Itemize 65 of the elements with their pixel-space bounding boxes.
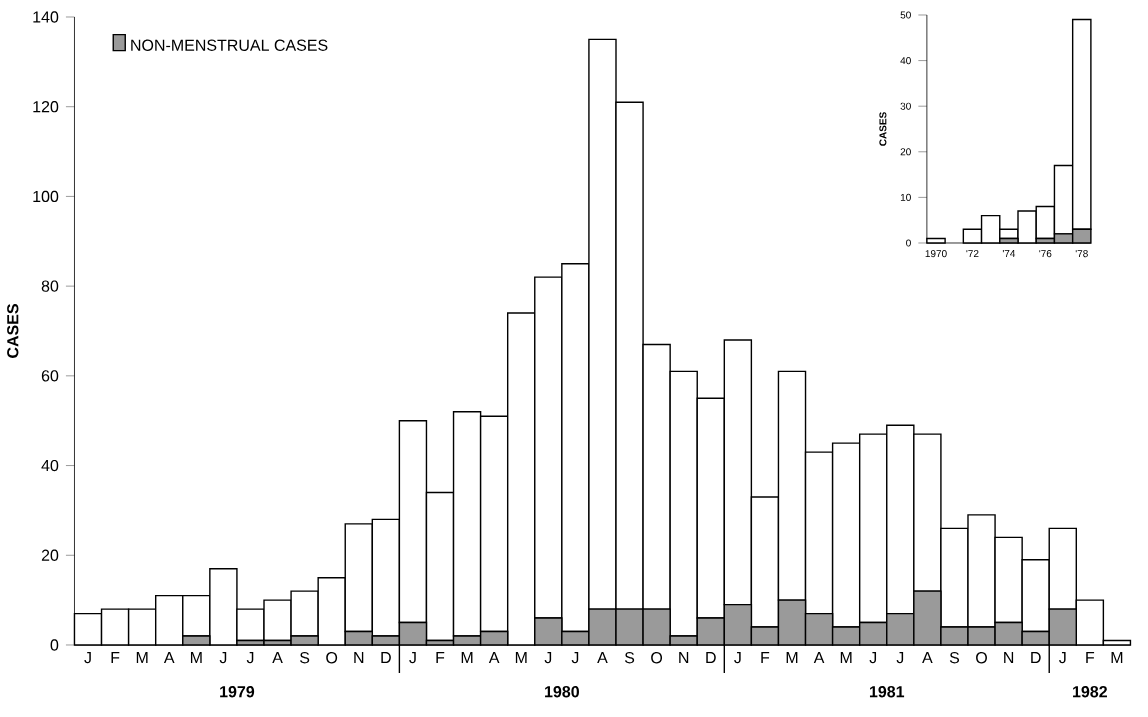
y-tick-label: 40 xyxy=(41,459,59,472)
text: 1980 xyxy=(545,686,579,698)
x-tick-label: J xyxy=(219,652,227,664)
x-tick-label: O xyxy=(976,652,987,664)
x-tick-label: '76 xyxy=(1039,250,1052,258)
x-tick-label: D xyxy=(1031,652,1041,664)
x-tick-label: '72 xyxy=(966,250,979,258)
x-tick-label: 1970 xyxy=(925,250,947,258)
x-tick-label: A xyxy=(163,652,175,664)
y-tick-label: 60 xyxy=(41,370,59,382)
legend-label: NON-MENSTRUAL CASES xyxy=(131,39,328,51)
x-tick-label: M xyxy=(515,652,527,664)
x-tick-label: A xyxy=(272,652,283,664)
x-tick-label: S xyxy=(624,652,635,664)
x-tick-label: M xyxy=(1111,652,1123,664)
y-tick-label: 80 xyxy=(41,280,59,292)
y-tick-label: 50 xyxy=(900,11,911,19)
x-tick-label: O xyxy=(651,652,663,664)
y-tick-label: 20 xyxy=(900,148,911,156)
x-tick-label: F xyxy=(111,652,120,664)
text: 1981 xyxy=(869,686,905,698)
x-tick-label: M xyxy=(190,652,202,664)
x-tick-label: S xyxy=(949,652,960,664)
x-tick-label: '74 xyxy=(1002,250,1016,257)
x-tick-label: J xyxy=(734,652,741,664)
y-tick-label: 20 xyxy=(41,549,59,561)
text: 1979 xyxy=(220,686,255,698)
x-tick-label: O xyxy=(326,652,338,664)
text: 1982 xyxy=(1073,686,1107,698)
x-tick-label: J xyxy=(544,652,552,664)
y-axis-title: CASES xyxy=(7,304,19,358)
x-tick-label: J xyxy=(869,652,877,664)
x-tick-label: J xyxy=(1059,652,1066,664)
x-tick-label: J xyxy=(571,652,579,664)
x-tick-label: M xyxy=(461,652,473,664)
x-tick-label: '78 xyxy=(1075,250,1088,258)
x-tick-label: J xyxy=(246,652,254,664)
x-tick-label: A xyxy=(488,652,500,664)
x-tick-label: S xyxy=(300,652,310,664)
x-tick-label: J xyxy=(896,652,904,664)
y-tick-label: 40 xyxy=(900,57,911,65)
y-tick-label: 0 xyxy=(50,639,59,651)
y-axis-title: CASES xyxy=(879,112,887,146)
x-tick-label: F xyxy=(761,652,770,664)
y-tick-label: 120 xyxy=(33,101,59,113)
x-tick-label: J xyxy=(409,652,416,664)
x-tick-label: M xyxy=(840,652,852,664)
y-tick-label: 0 xyxy=(906,239,911,247)
x-tick-label: A xyxy=(813,652,825,664)
x-tick-label: F xyxy=(436,652,445,664)
x-tick-label: M xyxy=(136,652,148,664)
x-tick-label: A xyxy=(922,652,933,664)
x-tick-label: A xyxy=(597,652,608,664)
x-tick-label: M xyxy=(786,652,798,664)
y-tick-label: 140 xyxy=(33,11,59,23)
x-tick-label: F xyxy=(1086,652,1095,664)
y-tick-label: 100 xyxy=(33,190,59,203)
x-tick-label: D xyxy=(381,652,391,664)
y-tick-label: 10 xyxy=(900,193,911,201)
x-tick-label: N xyxy=(1004,652,1014,664)
x-tick-label: N xyxy=(679,652,689,664)
y-tick-label: 30 xyxy=(900,102,911,110)
x-tick-label: N xyxy=(354,652,364,664)
x-tick-label: J xyxy=(84,652,91,664)
x-tick-label: D xyxy=(706,652,716,664)
